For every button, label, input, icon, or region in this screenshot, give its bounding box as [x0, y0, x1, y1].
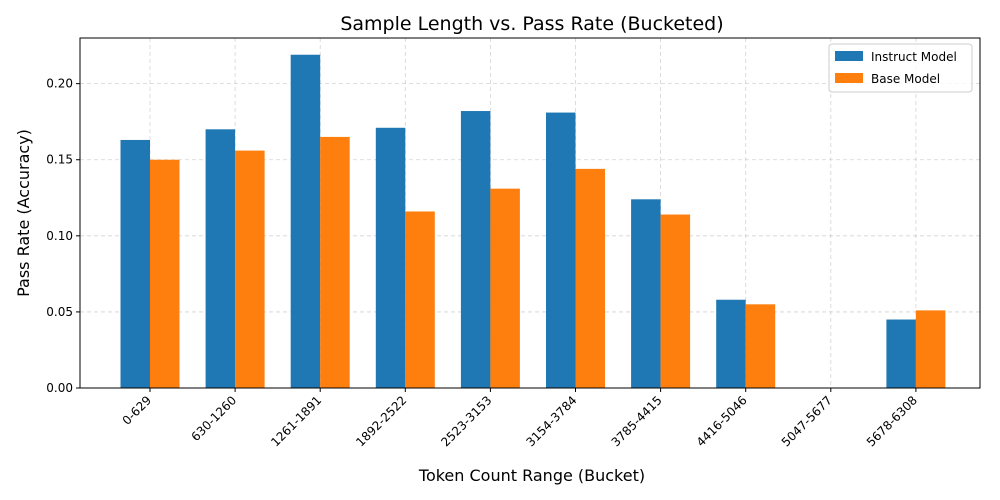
y-tick-label: 0.20	[46, 77, 73, 91]
x-axis-label: Token Count Range (Bucket)	[418, 466, 645, 485]
legend-label-instruct: Instruct Model	[871, 50, 957, 64]
bar-instruct-630-1260	[205, 129, 236, 388]
legend-box	[828, 43, 973, 93]
y-axis-ticks: 0.00 0.05 0.10 0.15 0.20	[46, 77, 80, 395]
x-tick-label: 2523-3153	[438, 393, 494, 449]
bar-base-0-629	[150, 159, 180, 388]
bar-base-3154-3784	[575, 168, 605, 388]
bar-base-3785-4415	[660, 214, 691, 388]
legend-swatch-base	[835, 73, 863, 83]
legend: Instruct Model Base Model	[828, 43, 973, 93]
y-tick-label: 0.05	[46, 305, 73, 319]
bar-base-630-1260	[235, 150, 265, 388]
bars	[120, 54, 946, 389]
x-tick-label: 630-1260	[188, 393, 239, 444]
y-tick-label: 0.15	[46, 153, 73, 167]
bar-instruct-2523-3153	[460, 111, 491, 388]
x-tick-label: 1261-1891	[268, 393, 324, 449]
bar-instruct-1261-1891	[290, 54, 321, 388]
bar-base-4416-5046	[745, 304, 776, 388]
x-axis-ticks: 0-629 630-1260 1261-1891 1892-2522 2523-3153…	[120, 388, 920, 449]
legend-label-base: Base Model	[871, 72, 940, 86]
bar-instruct-4416-5046	[716, 299, 746, 388]
x-tick-label: 3154-3784	[523, 393, 579, 449]
x-tick-label: 1892-2522	[353, 393, 409, 449]
x-tick-label: 3785-4415	[609, 393, 665, 449]
legend-swatch-instruct	[835, 51, 863, 61]
bar-instruct-3785-4415	[631, 199, 661, 388]
bar-base-1892-2522	[405, 211, 435, 388]
y-axis-label: Pass Rate (Accuracy)	[14, 129, 33, 297]
bar-instruct-5678-6308	[886, 319, 916, 388]
bar-base-1261-1891	[320, 136, 350, 388]
plot-frame	[79, 37, 981, 389]
bar-instruct-3154-3784	[546, 112, 576, 388]
x-tick-label: 5678-6308	[864, 393, 920, 449]
y-tick-label: 0.10	[46, 229, 73, 243]
x-tick-label: 0-629	[120, 393, 155, 428]
y-tick-label: 0.00	[46, 381, 73, 395]
x-tick-label: 4416-5046	[694, 393, 750, 449]
bar-instruct-0-629	[120, 139, 150, 388]
bar-base-5678-6308	[915, 310, 946, 388]
bar-instruct-1892-2522	[375, 127, 406, 389]
x-tick-label: 5047-5677	[779, 393, 835, 449]
bar-base-2523-3153	[490, 188, 520, 388]
chart-title: Sample Length vs. Pass Rate (Bucketed)	[340, 13, 723, 35]
